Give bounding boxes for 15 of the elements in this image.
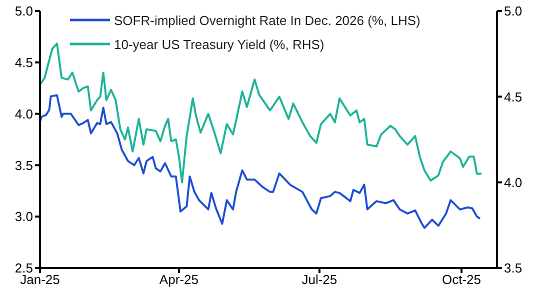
- x-tick-label: Oct-25: [442, 272, 481, 288]
- y-tick-label: 3.5: [14, 158, 33, 173]
- y-tick-label: 3.0: [14, 209, 33, 224]
- y2-tick-label: 3.5: [504, 260, 522, 276]
- y2-tick-label: 5.0: [504, 4, 522, 19]
- x-tick-label: Apr-25: [159, 272, 198, 288]
- y2-tick-label: 4.5: [504, 89, 522, 104]
- legend-label: SOFR-implied Overnight Rate In Dec. 2026 (%, LHS): [114, 12, 420, 28]
- line-series: [40, 94, 482, 229]
- x-tick-label: Jul-25: [302, 272, 338, 288]
- y2-tick-label: 4.0: [504, 174, 522, 190]
- y-tick-label: 4.0: [14, 106, 33, 122]
- y-tick-label: 4.5: [14, 55, 33, 70]
- y-tick-label: 5.0: [14, 4, 33, 19]
- legend-label: 10-year US Treasury Yield (%, RHS): [114, 36, 324, 52]
